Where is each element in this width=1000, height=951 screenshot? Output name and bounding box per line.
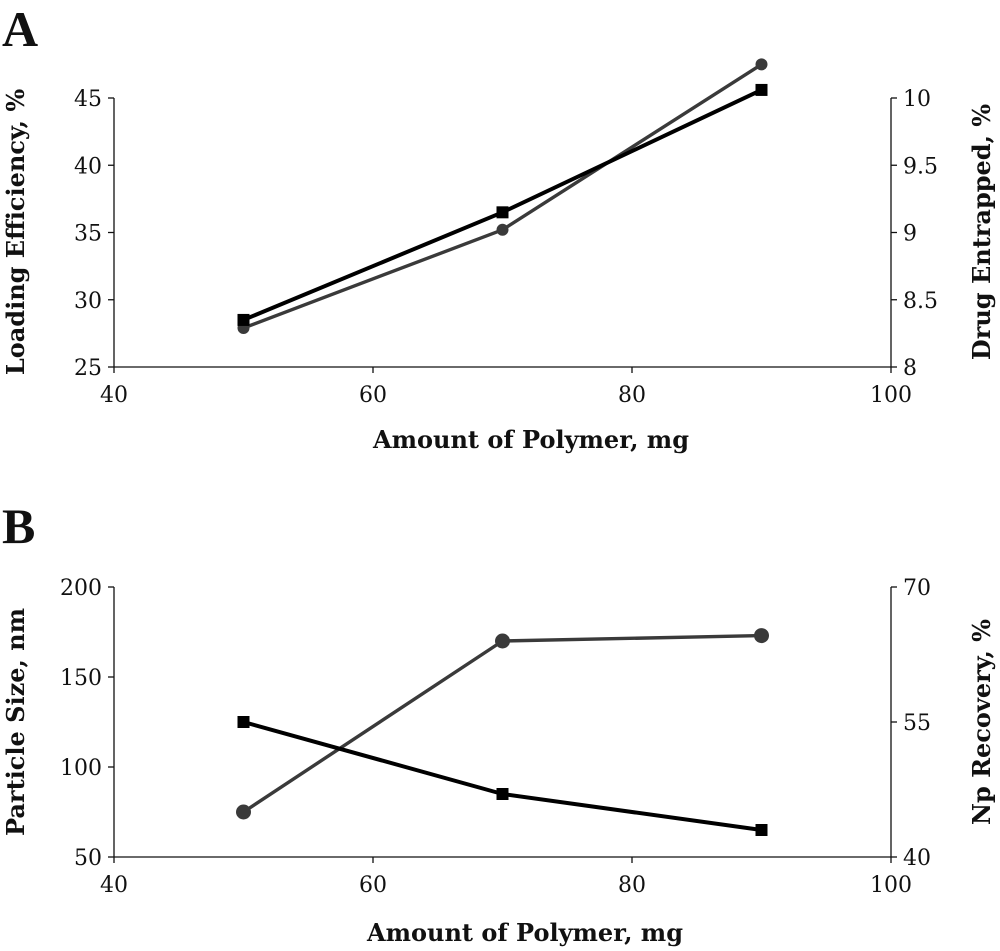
series-line-square <box>242 88 763 322</box>
y2-tick-label: 8.5 <box>903 289 938 314</box>
x-tick-label: 80 <box>618 383 646 408</box>
tick-group: 40 60 80 100 50 100 150 200 40 55 70 <box>60 576 931 898</box>
y2-tick-label: 9.5 <box>903 154 938 179</box>
y-tick-label: 100 <box>60 756 102 781</box>
y-axis-title-left: Loading Efficiency, % <box>1 89 30 375</box>
y2-tick-label: 55 <box>903 711 931 736</box>
x-tick-label: 40 <box>100 383 128 408</box>
x-axis-title: Amount of Polymer, mg <box>372 425 689 454</box>
panel-a: A 40 60 80 100 25 30 35 40 45 8 8.5 9 9.5 10 Amount o… <box>1 1 996 454</box>
y-axis-title-left: Particle Size, nm <box>1 608 30 836</box>
circle-marker <box>495 633 510 649</box>
x-tick-label: 60 <box>359 383 387 408</box>
x-tick-label: 40 <box>100 873 128 898</box>
y-tick-label: 35 <box>74 222 102 247</box>
circle-marker <box>496 223 509 236</box>
y2-tick-label: 70 <box>903 576 931 601</box>
circle-marker <box>754 628 769 644</box>
panel-label-b: B <box>2 498 35 554</box>
square-marker <box>496 206 509 219</box>
square-marker <box>237 716 250 728</box>
x-tick-label: 60 <box>359 873 387 898</box>
y-axis-title-right: Np Recovery, % <box>967 619 996 825</box>
y-axis-title-right: Drug Entrapped, % <box>967 104 996 360</box>
y-tick-label: 40 <box>74 154 102 179</box>
y-tick-label: 150 <box>60 666 102 691</box>
series-group <box>237 58 768 334</box>
y2-tick-label: 9 <box>903 222 917 247</box>
panel-label-a: A <box>2 1 38 57</box>
panel-b: B 40 60 80 100 50 100 150 200 40 55 70 Amount of P… <box>1 498 996 947</box>
circle-marker <box>236 804 251 820</box>
y-tick-label: 50 <box>74 846 102 871</box>
x-tick-label: 80 <box>618 873 646 898</box>
x-tick-label: 100 <box>870 873 912 898</box>
y2-tick-label: 8 <box>903 356 917 381</box>
series-line-circle <box>242 633 762 814</box>
x-axis-title: Amount of Polymer, mg <box>366 918 683 947</box>
y-tick-label: 200 <box>60 576 102 601</box>
square-marker <box>755 83 768 96</box>
square-marker <box>237 313 250 326</box>
series-group <box>236 628 769 836</box>
square-marker <box>496 788 509 800</box>
x-tick-label: 100 <box>870 383 912 408</box>
y2-tick-label: 40 <box>903 846 931 871</box>
y-tick-label: 25 <box>74 356 102 381</box>
y2-tick-label: 10 <box>903 87 931 112</box>
square-marker <box>755 824 768 836</box>
y-tick-label: 45 <box>74 87 102 112</box>
y-tick-label: 30 <box>74 289 102 314</box>
series-line-square <box>242 720 762 832</box>
tick-group: 40 60 80 100 25 30 35 40 45 8 8.5 9 9.5 10 <box>74 87 938 408</box>
circle-marker <box>755 58 768 71</box>
